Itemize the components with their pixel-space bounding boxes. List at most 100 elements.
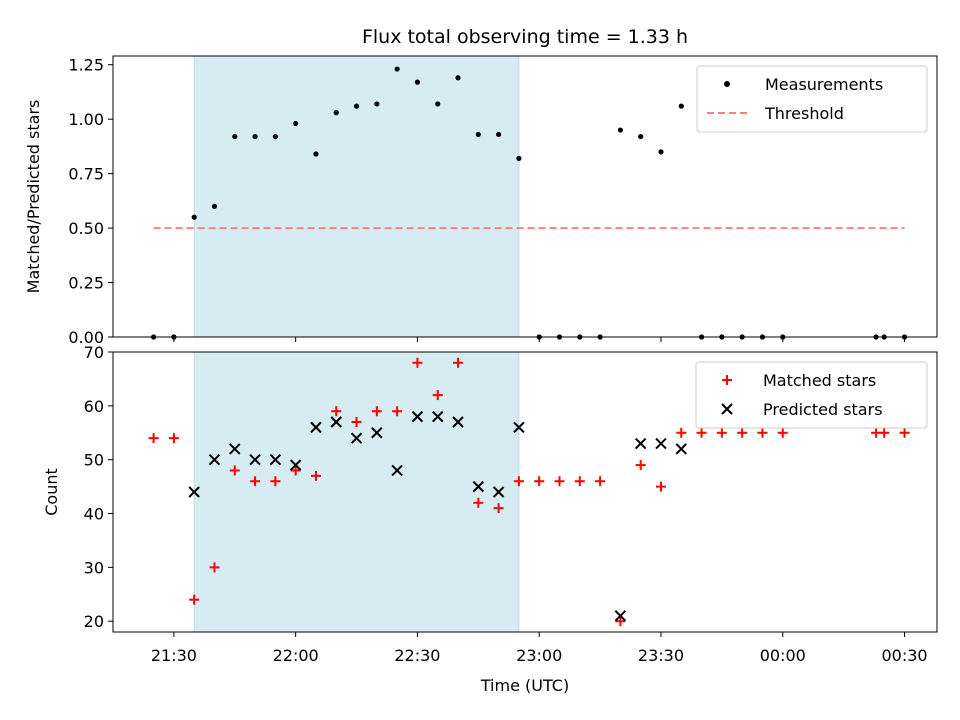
bottom-xtick-label-6: 00:30: [881, 646, 927, 665]
matched-point-31: [777, 427, 788, 438]
top-ytick-label-4: 1.00: [68, 110, 104, 129]
predicted-point-9-b: [371, 427, 383, 439]
matched-point-6: [270, 476, 281, 487]
bottom-ytick-label-3: 50: [84, 451, 104, 470]
plot-frame-top: [112, 55, 938, 338]
measurement-point-17: [496, 131, 502, 138]
predicted-point-3-b: [249, 453, 261, 466]
legend-box-bottom: [695, 361, 928, 429]
predicted-point-4: [269, 453, 282, 466]
measurement-point-3: [211, 203, 218, 209]
bottom-ytick-label-1: 30: [84, 558, 104, 577]
matched-point-2: [189, 594, 200, 605]
matched-point-9: [331, 406, 342, 417]
legend-predicted-marker: [721, 403, 733, 415]
bottom-xtick-label-3: 23:00: [516, 646, 562, 665]
legend-x: [721, 403, 733, 415]
legend-top: Measurements Threshold: [696, 65, 928, 133]
measurement-point-15: [455, 75, 461, 81]
predicted-point-19-b: [655, 437, 667, 450]
predicted-point-11: [411, 410, 424, 423]
predicted-point-4-b: [269, 453, 282, 466]
matched-point-22: [595, 476, 606, 487]
predicted-point-2-b: [229, 443, 241, 455]
legend-x-b: [721, 403, 733, 415]
predicted-point-8-b: [350, 432, 363, 444]
measurement-point-11: [374, 101, 380, 107]
measurement-point-7: [293, 120, 299, 127]
predicted-point-0-b: [188, 486, 200, 498]
predicted-point-10: [391, 464, 403, 477]
bottom-xtick-label-2: 22:30: [394, 646, 440, 665]
measurement-point-13: [414, 79, 421, 85]
predicted-point-17: [614, 610, 627, 622]
predicted-point-3: [249, 453, 261, 466]
matched-point-4: [229, 465, 240, 476]
predicted-point-13: [452, 416, 464, 428]
matched-point-10: [351, 417, 362, 427]
matched-point-20: [554, 476, 565, 487]
measurement-point-25: [658, 149, 664, 155]
matched-point-12: [392, 406, 403, 417]
matched-point-3: [209, 562, 220, 573]
star-count-panel: 20 30 40 50 60 70 21:30 22:00 22:30 23:00 23:30 00…: [42, 343, 938, 695]
measurement-point-14: [435, 101, 441, 107]
flux-ratio-panel: 0.00 0.25 0.50 0.75 1.00 1.25 Flux total obse…: [24, 26, 938, 347]
predicted-point-16-b: [513, 421, 525, 434]
legend-predicted-label: Predicted stars: [763, 400, 883, 419]
legend-measurements-label: Measurements: [765, 75, 883, 94]
predicted-point-10-b: [391, 464, 403, 477]
legend-matched-marker: [722, 375, 732, 385]
matched-point-0: [148, 433, 159, 444]
observing-window-shade-top: [193, 55, 520, 338]
measurement-point-24: [638, 133, 644, 140]
predicted-point-15: [492, 486, 505, 498]
predicted-point-8: [350, 432, 363, 444]
predicted-point-1-b: [208, 453, 221, 466]
predicted-point-7: [330, 416, 342, 428]
measurement-point-4: [232, 133, 238, 140]
legend-threshold-label: Threshold: [764, 104, 844, 123]
legend-box-top: [696, 65, 928, 133]
predicted-point-12-b: [432, 410, 444, 423]
matched-point-14: [432, 390, 443, 401]
bottom-ytick-label-4: 60: [84, 397, 104, 416]
legend-matched-label: Matched stars: [763, 371, 876, 390]
measurement-point-5: [252, 133, 258, 140]
matched-point-27: [696, 427, 707, 438]
predicted-point-0: [188, 486, 200, 498]
matched-point-30: [757, 427, 768, 438]
predicted-point-19: [655, 437, 667, 450]
predicted-point-13-b: [452, 416, 464, 428]
matched-point-28: [716, 427, 727, 438]
measurement-point-9: [333, 110, 339, 116]
top-ytick-label-0: 0.00: [68, 328, 104, 347]
matched-point-16: [473, 497, 484, 508]
measurement-point-18: [516, 155, 522, 161]
predicted-point-15-b: [492, 486, 505, 498]
top-ytick-label-2: 0.50: [68, 219, 104, 238]
predicted-point-1: [208, 453, 221, 466]
predicted-point-16: [513, 421, 525, 434]
matched-point-7: [290, 465, 301, 476]
legend-measurements-marker: [724, 81, 730, 87]
predicted-point-11-b: [411, 410, 424, 423]
measurement-point-8: [313, 151, 319, 157]
matched-point-5: [250, 476, 261, 487]
legend-bottom: Matched stars Predicted stars: [695, 361, 928, 429]
legend-plus: [722, 375, 732, 385]
matched-point-8: [310, 470, 321, 481]
measurement-point-10: [353, 103, 360, 109]
predicted-point-20-b: [675, 443, 687, 455]
predicted-point-9: [371, 427, 383, 439]
matched-point-24: [635, 460, 646, 471]
predicted-point-14-b: [472, 480, 485, 493]
measurement-point-16: [475, 131, 481, 138]
observing-window-shade-bottom: [193, 351, 520, 633]
matched-point-1: [168, 433, 179, 444]
plot-frame-bottom: [112, 351, 938, 633]
predicted-point-7-b: [330, 416, 342, 428]
y-axis-label-top: Matched/Predicted stars: [24, 100, 43, 294]
predicted-point-18-b: [634, 437, 647, 450]
